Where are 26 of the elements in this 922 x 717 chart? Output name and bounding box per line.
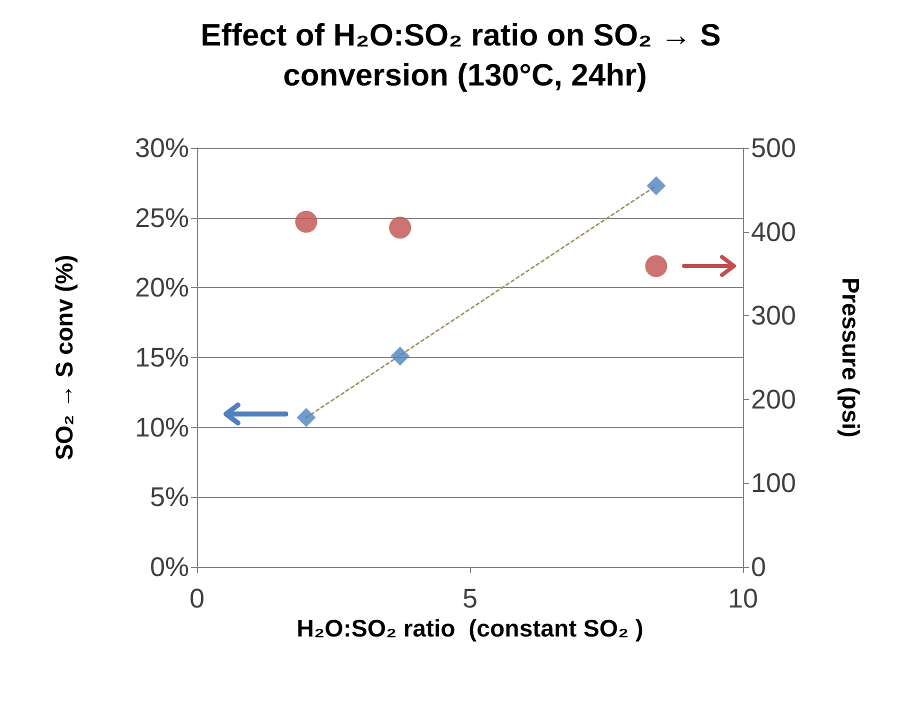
- y-tick-label: 5%: [150, 482, 189, 512]
- x-axis-title: H₂O:SO₂ ratio (constant SO₂ ): [296, 616, 644, 642]
- y2-tick-label: 200: [751, 384, 796, 414]
- x-tick-label: 10: [728, 584, 758, 614]
- y-tick-label: 15%: [134, 342, 189, 372]
- y-tick-label: 30%: [134, 133, 189, 163]
- y-axis-title: SO₂ → S conv (%): [52, 254, 78, 460]
- chart-title: Effect of H₂O:SO₂ ratio on SO₂ → S conversion (130°C, 24hr): [200, 18, 730, 92]
- point: [646, 176, 666, 196]
- y2-tick-label: 100: [751, 468, 796, 498]
- point: [389, 216, 412, 239]
- point: [645, 255, 668, 278]
- point: [390, 346, 410, 366]
- y-tick-label: 0%: [150, 552, 189, 582]
- y2-tick-label: 300: [751, 300, 796, 331]
- y2-tick-label: 400: [751, 216, 796, 247]
- y-tick-label: 20%: [134, 272, 189, 303]
- y2-axis-title: Pressure (psi): [836, 277, 864, 438]
- point: [295, 210, 318, 233]
- y2-tick-label: 0: [751, 552, 766, 582]
- y-tick-label: 10%: [134, 412, 189, 442]
- y2-tick-label: 500: [751, 133, 796, 163]
- point: [296, 408, 316, 428]
- x-tick-label: 5: [462, 584, 478, 614]
- x-tick-label: 0: [189, 584, 205, 614]
- y-tick-label: 25%: [134, 202, 189, 233]
